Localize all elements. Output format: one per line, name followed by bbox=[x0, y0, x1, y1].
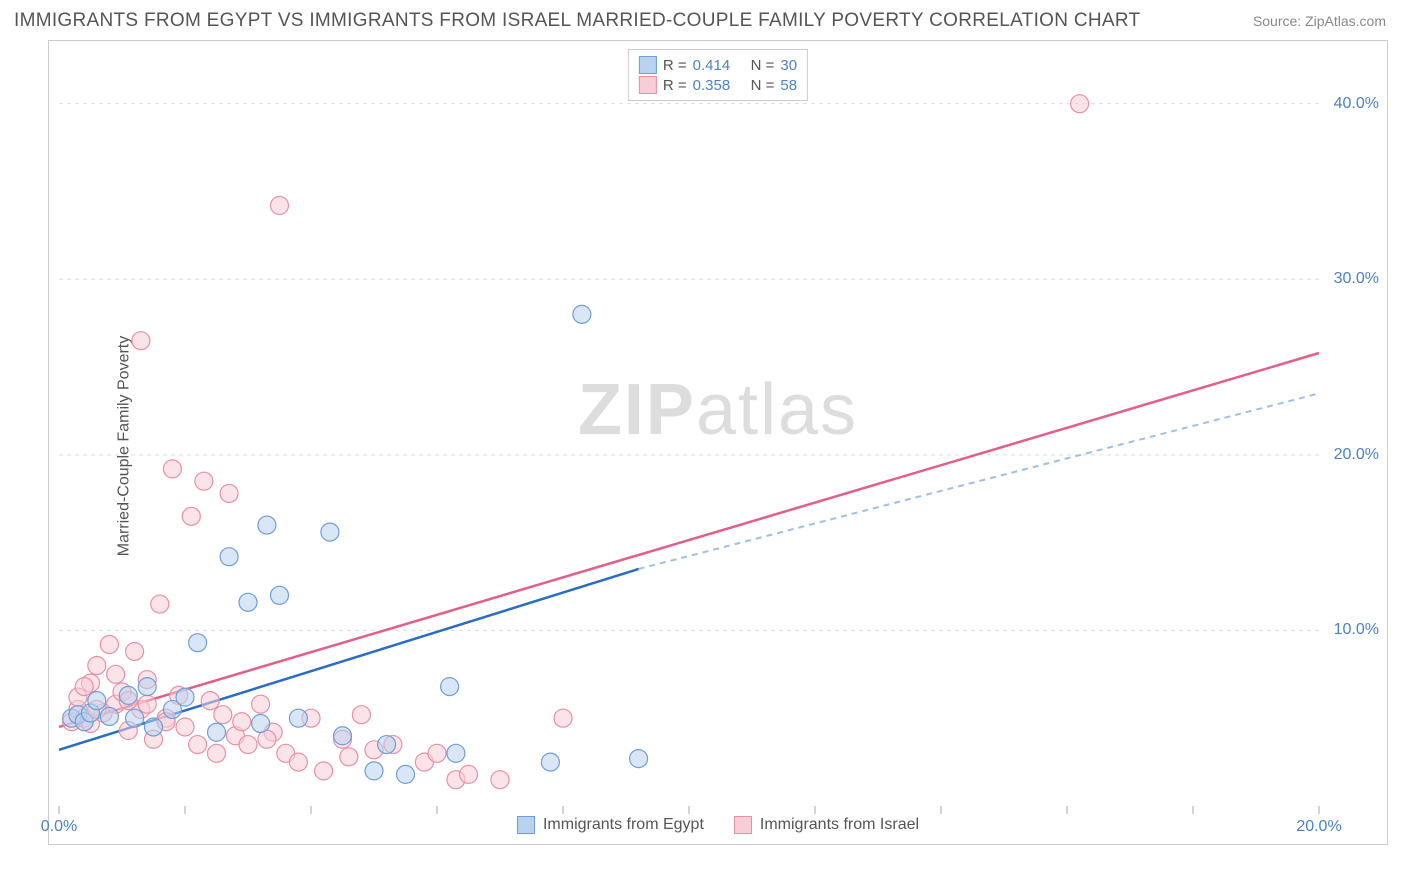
legend-swatch-egypt bbox=[639, 56, 657, 74]
legend-swatch-israel-bottom bbox=[734, 816, 752, 834]
n-label: N = bbox=[751, 77, 775, 94]
r-value-egypt: 0.414 bbox=[693, 57, 745, 74]
r-label: R = bbox=[663, 57, 687, 74]
legend-swatch-egypt-bottom bbox=[517, 816, 535, 834]
n-value-egypt: 30 bbox=[780, 57, 797, 74]
legend-item-egypt: Immigrants from Egypt bbox=[517, 816, 704, 834]
r-label: R = bbox=[663, 77, 687, 94]
n-label: N = bbox=[751, 57, 775, 74]
legend-label-israel: Immigrants from Israel bbox=[760, 816, 919, 834]
chart-header: IMMIGRANTS FROM EGYPT VS IMMIGRANTS FROM… bbox=[0, 0, 1406, 38]
legend-row-israel: R = 0.358 N = 58 bbox=[639, 76, 797, 94]
legend-row-egypt: R = 0.414 N = 30 bbox=[639, 56, 797, 74]
chart-title: IMMIGRANTS FROM EGYPT VS IMMIGRANTS FROM… bbox=[14, 10, 1140, 32]
r-value-israel: 0.358 bbox=[693, 77, 745, 94]
n-value-israel: 58 bbox=[780, 77, 797, 94]
legend-swatch-israel bbox=[639, 76, 657, 94]
scatter-chart-svg bbox=[49, 41, 1389, 846]
legend-label-egypt: Immigrants from Egypt bbox=[543, 816, 704, 834]
correlation-legend: R = 0.414 N = 30 R = 0.358 N = 58 bbox=[628, 49, 808, 101]
chart-plot-area: ZIPatlas R = 0.414 N = 30 R = 0.358 N = … bbox=[48, 40, 1388, 845]
chart-source: Source: ZipAtlas.com bbox=[1253, 13, 1386, 29]
series-legend: Immigrants from Egypt Immigrants from Is… bbox=[509, 814, 927, 836]
legend-item-israel: Immigrants from Israel bbox=[734, 816, 919, 834]
